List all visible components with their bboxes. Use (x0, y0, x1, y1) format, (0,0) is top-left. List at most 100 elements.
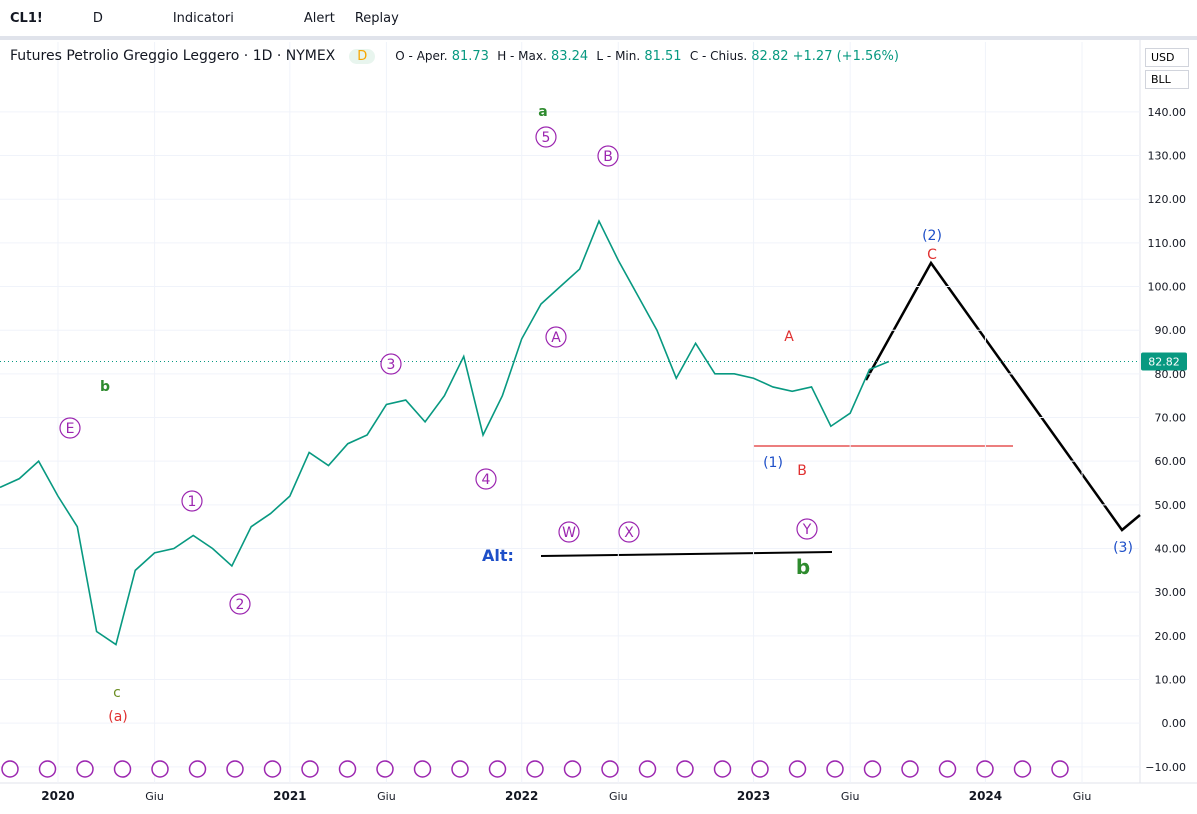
change: +1.27 (+1.56%) (792, 48, 899, 64)
event-icon (1051, 760, 1069, 778)
wave-circle (597, 145, 619, 167)
event-icon (676, 760, 694, 778)
y-tick-label: 10.00 (1155, 674, 1187, 687)
currency-box: USD BLL (1145, 48, 1189, 92)
legend: Futures Petrolio Greggio Leggero · 1D · … (10, 48, 899, 64)
wave-label: X (624, 525, 634, 541)
instrument: Futures Petrolio Greggio Leggero · 1D · … (10, 48, 336, 64)
event-icon (376, 760, 394, 778)
wave-label: (2) (922, 228, 942, 244)
x-tick-label: 2021 (273, 789, 306, 803)
wave-label: B (603, 149, 613, 165)
wave-label: C (927, 247, 937, 263)
x-tick-label: 2020 (41, 789, 74, 803)
y-tick-label: 0.00 (1162, 717, 1187, 730)
event-icon (301, 760, 319, 778)
event-icon (1, 760, 19, 778)
event-icon (601, 760, 619, 778)
wave-label: E (66, 421, 75, 437)
x-tick-label: 2022 (505, 789, 538, 803)
wave-label: Alt: (482, 546, 514, 565)
y-tick-label: 130.00 (1148, 150, 1187, 163)
h-label: H - Max. (497, 49, 547, 63)
wave-label: W (562, 525, 576, 541)
wave-label: A (551, 330, 561, 346)
x-tick-label: Giu (377, 790, 396, 803)
event-icon (863, 760, 882, 778)
wave-label: b (100, 379, 110, 395)
wave-circle (475, 468, 497, 490)
x-tick-label: 2023 (737, 789, 770, 803)
price-line (0, 219, 890, 646)
alert[interactable]: Alert (303, 10, 335, 26)
wave-circle (380, 353, 402, 375)
wave-circle (796, 518, 818, 540)
event-icon (338, 760, 357, 778)
x-tick-label: Giu (609, 790, 628, 803)
y-tick-label: 80.00 (1155, 368, 1187, 381)
event-icon (413, 760, 432, 778)
interval[interactable]: D (92, 10, 103, 26)
indicators[interactable]: Indicatori (172, 10, 234, 26)
event-icon (188, 760, 207, 778)
o-value: 81.73 (451, 48, 489, 64)
y-tick-label: 100.00 (1148, 281, 1187, 294)
wave-label: (1) (763, 455, 783, 471)
wave-label: a (538, 104, 547, 120)
y-tick-label: 30.00 (1155, 586, 1187, 599)
event-icon (488, 760, 507, 778)
c-label: C - Chius. (689, 49, 748, 63)
l-label: L - Min. (596, 49, 641, 63)
wave-circle (229, 593, 251, 615)
y-tick-label: 140.00 (1148, 106, 1187, 119)
wave-label: c (113, 685, 121, 701)
event-icon (38, 760, 57, 778)
event-icon (526, 760, 544, 778)
last-price-label: 82.82 (1148, 356, 1180, 369)
x-tick-label: 2024 (969, 789, 1002, 803)
event-icon (938, 760, 957, 778)
x-tick-label: Giu (841, 790, 860, 803)
symbol[interactable]: CL1! (10, 10, 43, 26)
y-tick-label: 90.00 (1155, 324, 1187, 337)
c-value: 82.82 (751, 48, 789, 64)
event-icon (226, 760, 244, 778)
wave-label: 2 (236, 597, 245, 613)
wave-label: 4 (482, 472, 491, 488)
y-tick-label: 110.00 (1148, 237, 1187, 250)
event-icon (826, 760, 844, 778)
event-icon (713, 760, 732, 778)
currency[interactable]: USD (1145, 48, 1189, 67)
y-tick-label: 50.00 (1155, 499, 1187, 512)
y-tick-label: 20.00 (1155, 630, 1187, 643)
badge: D (349, 48, 376, 64)
toolbar: CL1! D Indicatori Alert Replay (0, 0, 1197, 40)
y-tick-label: 40.00 (1155, 543, 1187, 556)
event-icon (788, 760, 807, 778)
x-tick-label: Giu (1073, 790, 1092, 803)
x-tick-label: Giu (145, 790, 164, 803)
event-icon (451, 760, 469, 778)
wave-circle (535, 126, 557, 148)
unit[interactable]: BLL (1145, 70, 1189, 89)
wave-circle (181, 490, 203, 512)
event-icon (638, 760, 657, 778)
event-icon (76, 760, 94, 778)
wave-label: B (797, 463, 807, 479)
event-icon (563, 760, 582, 778)
y-tick-label: 70.00 (1155, 412, 1187, 425)
wave-label: 3 (387, 357, 396, 373)
o-label: O - Aper. (395, 49, 448, 63)
event-icon (263, 760, 282, 778)
h-value: 83.24 (550, 48, 589, 64)
event-icon (976, 760, 994, 778)
last-price-box (1141, 352, 1187, 371)
y-tick-label: 60.00 (1155, 455, 1187, 468)
wave-label: b (796, 555, 810, 579)
replay[interactable]: Replay (354, 10, 399, 26)
y-tick-label: 120.00 (1148, 193, 1187, 206)
wave-circle (618, 521, 640, 543)
event-icon (901, 760, 919, 778)
